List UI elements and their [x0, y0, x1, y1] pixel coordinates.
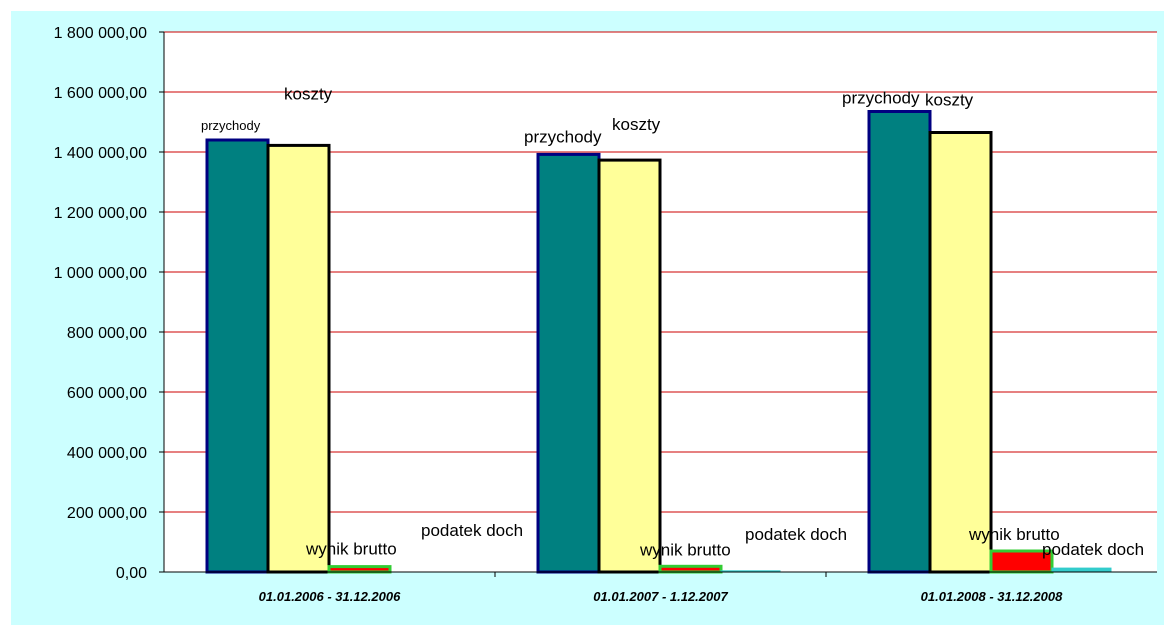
bar	[205, 138, 270, 574]
x-axis-ticks: 01.01.2006 - 31.12.2006 01.01.2007 - 1.12…	[259, 589, 1063, 604]
y-tick-label: 1 800 000,00	[54, 25, 148, 42]
x-tick-label: 01.01.2008 - 31.12.2008	[921, 589, 1063, 604]
data-label: przychody	[201, 118, 261, 133]
y-tick-label: 200 000,00	[67, 505, 147, 522]
x-tick-label: 01.01.2007 - 1.12.2007	[593, 589, 728, 604]
y-tick-label: 1 200 000,00	[54, 205, 148, 222]
bar	[327, 565, 392, 574]
y-tick-label: 800 000,00	[67, 325, 147, 342]
bar	[928, 131, 993, 574]
data-label: wynik brutto	[968, 525, 1060, 544]
y-axis-ticks: 0,00 200 000,00 400 000,00 600 000,00 800 00…	[54, 25, 148, 582]
bar	[536, 152, 601, 574]
data-label: przychody	[842, 89, 920, 108]
bar	[1051, 567, 1112, 573]
data-label: podatek doch	[1042, 540, 1144, 559]
x-tick-label: 01.01.2006 - 31.12.2006	[259, 589, 401, 604]
axes	[159, 31, 1157, 577]
bar	[597, 158, 662, 574]
data-label: koszty	[284, 84, 333, 103]
y-tick-label: 0,00	[116, 565, 147, 582]
bar	[266, 143, 331, 574]
bar	[867, 110, 932, 574]
data-label: podatek doch	[745, 525, 847, 544]
data-label: podatek doch	[421, 521, 523, 540]
bar	[658, 564, 723, 574]
data-label: koszty	[612, 115, 661, 134]
y-tick-label: 1 400 000,00	[54, 145, 148, 162]
data-label: koszty	[925, 91, 974, 110]
y-tick-label: 600 000,00	[67, 385, 147, 402]
y-tick-label: 1 000 000,00	[54, 265, 148, 282]
data-label: przychody	[524, 127, 602, 146]
data-label: wynik brutto	[305, 540, 397, 559]
y-tick-label: 1 600 000,00	[54, 85, 148, 102]
bars	[205, 110, 1112, 574]
y-tick-label: 400 000,00	[67, 445, 147, 462]
data-label: wynik brutto	[639, 540, 731, 559]
